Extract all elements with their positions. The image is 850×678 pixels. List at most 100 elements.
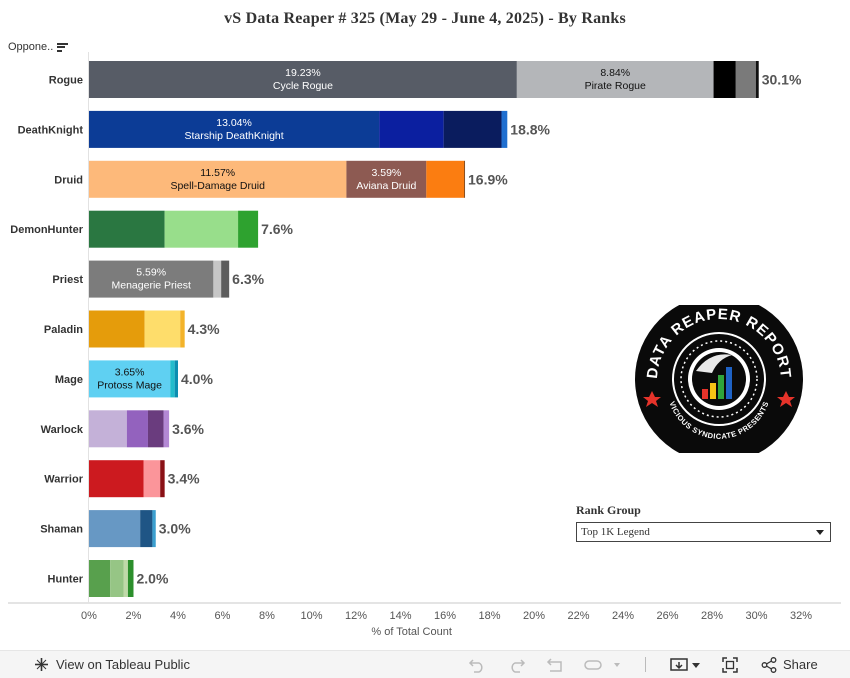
category-label-shaman: Shaman [40,524,83,536]
total-percent-label: 18.8% [510,121,550,137]
bar-segment-hunter-0 [89,560,111,597]
x-tick-label: 26% [656,610,678,622]
stacked-bar-chart: Rogue 19.23%Cycle Rogue 8.84%Pirate Rogue 3… [8,52,841,638]
x-tick-label: 30% [745,610,767,622]
category-label-warrior: Warrior [44,474,83,486]
fullscreen-icon[interactable] [722,657,738,673]
share-icon [761,656,777,673]
x-tick-label: 2% [126,610,142,622]
bar-segment-priest-1 [213,260,222,298]
bar-segment-hunter-1 [110,560,124,597]
redo-icon[interactable] [508,657,526,673]
refresh-icon[interactable] [584,657,620,673]
category-label-priest: Priest [52,274,83,286]
x-tick-label: 32% [790,610,812,622]
chart-title: vS Data Reaper # 325 (May 29 - June 4, 2… [224,10,626,27]
bar-segment-rogue-0 [89,61,517,98]
segment-percent-label: 11.57% [200,167,235,179]
bar-segment-deathknight-3 [501,110,508,148]
bar-segment-mage-1 [170,360,175,398]
bar-segment-druid-3 [464,160,466,198]
bar-segment-hunter-2 [123,560,128,597]
category-label-hunter: Hunter [48,574,84,586]
total-percent-label: 7.6% [261,221,293,237]
bar-segment-warlock-2 [147,410,164,448]
segment-archetype-label: Starship DeathKnight [184,130,283,142]
download-icon[interactable] [670,657,702,673]
view-on-tableau-public-link[interactable]: View on Tableau Public [34,657,190,672]
x-tick-label: 20% [523,610,545,622]
bar-segment-hunter-3 [127,560,134,597]
total-percent-label: 4.0% [181,371,213,387]
bar-segment-shaman-0 [89,510,141,548]
total-percent-label: 16.9% [468,171,508,187]
category-label-deathknight: DeathKnight [18,124,84,136]
bar-segment-deathknight-0 [89,110,380,148]
bar-segment-rogue-3 [735,61,756,98]
bar-segment-warrior-2 [160,460,165,498]
bar-segment-rogue-1 [516,61,714,98]
category-label-mage: Mage [55,374,83,386]
bar-segment-warlock-1 [126,410,148,448]
tableau-logo-icon [35,658,48,671]
tableau-toolbar: View on Tableau Public Share [0,650,850,678]
bar-segment-mage-2 [174,360,178,398]
total-percent-label: 6.3% [232,271,264,287]
category-label-demonhunter: DemonHunter [10,224,83,236]
segment-archetype-label: Aviana Druid [356,180,416,192]
share-label: Share [783,657,818,672]
x-tick-label: 10% [300,610,322,622]
rank-group-filter: Rank Group Top 1K Legend [576,503,831,542]
total-percent-label: 3.0% [159,521,191,537]
sort-icon[interactable] [57,42,69,52]
bar-segment-deathknight-1 [379,110,444,148]
segment-percent-label: 3.59% [371,167,401,179]
x-tick-label: 8% [259,610,275,622]
bar-segment-paladin-2 [180,310,185,348]
bar-segment-druid-0 [89,160,347,198]
share-button[interactable]: Share [761,656,818,673]
segment-percent-label: 19.23% [285,67,321,79]
x-tick-label: 6% [215,610,231,622]
bar-segment-druid-2 [426,160,465,198]
opponent-sort-control[interactable]: Oppone.. [8,41,69,53]
bar-segment-warrior-1 [143,460,161,498]
segment-percent-label: 5.59% [136,267,166,279]
bar-segment-mage-0 [89,360,171,398]
total-percent-label: 2.0% [137,571,169,587]
x-tick-label: 14% [389,610,411,622]
segment-percent-label: 13.04% [216,117,252,129]
segment-archetype-label: Protoss Mage [97,379,162,391]
total-percent-label: 3.6% [172,421,204,437]
bar-segment-rogue-2 [713,61,736,98]
category-label-rogue: Rogue [49,75,83,87]
total-percent-label: 3.4% [168,471,200,487]
undo-icon[interactable] [468,657,486,673]
bar-segment-deathknight-2 [443,110,502,148]
segment-archetype-label: Menagerie Priest [112,280,191,292]
bar-segment-warrior-0 [89,460,144,498]
bar-segment-priest-2 [221,260,230,298]
x-tick-label: 24% [612,610,634,622]
x-tick-label: 22% [567,610,589,622]
x-tick-label: 18% [478,610,500,622]
bar-segment-warlock-0 [89,410,127,448]
bar-segment-demonhunter-2 [238,210,259,248]
total-percent-label: 4.3% [188,321,220,337]
revert-icon[interactable] [546,657,564,673]
bar-segment-priest-0 [89,260,214,298]
opponent-label: Oppone.. [8,41,54,53]
bar-segment-demonhunter-0 [89,210,165,248]
bar-segment-shaman-2 [152,510,156,548]
x-axis-title: % of Total Count [371,626,452,638]
bar-segment-shaman-1 [140,510,153,548]
bar-segment-rogue-4 [755,61,759,98]
rank-group-dropdown[interactable]: Top 1K Legend [576,522,831,542]
category-label-warlock: Warlock [41,424,84,436]
chevron-down-icon[interactable] [816,529,824,535]
bar-segment-paladin-0 [89,310,145,348]
total-percent-label: 30.1% [762,72,802,88]
segment-percent-label: 3.65% [115,366,145,378]
segment-archetype-label: Cycle Rogue [273,80,333,92]
x-tick-label: 12% [345,610,367,622]
